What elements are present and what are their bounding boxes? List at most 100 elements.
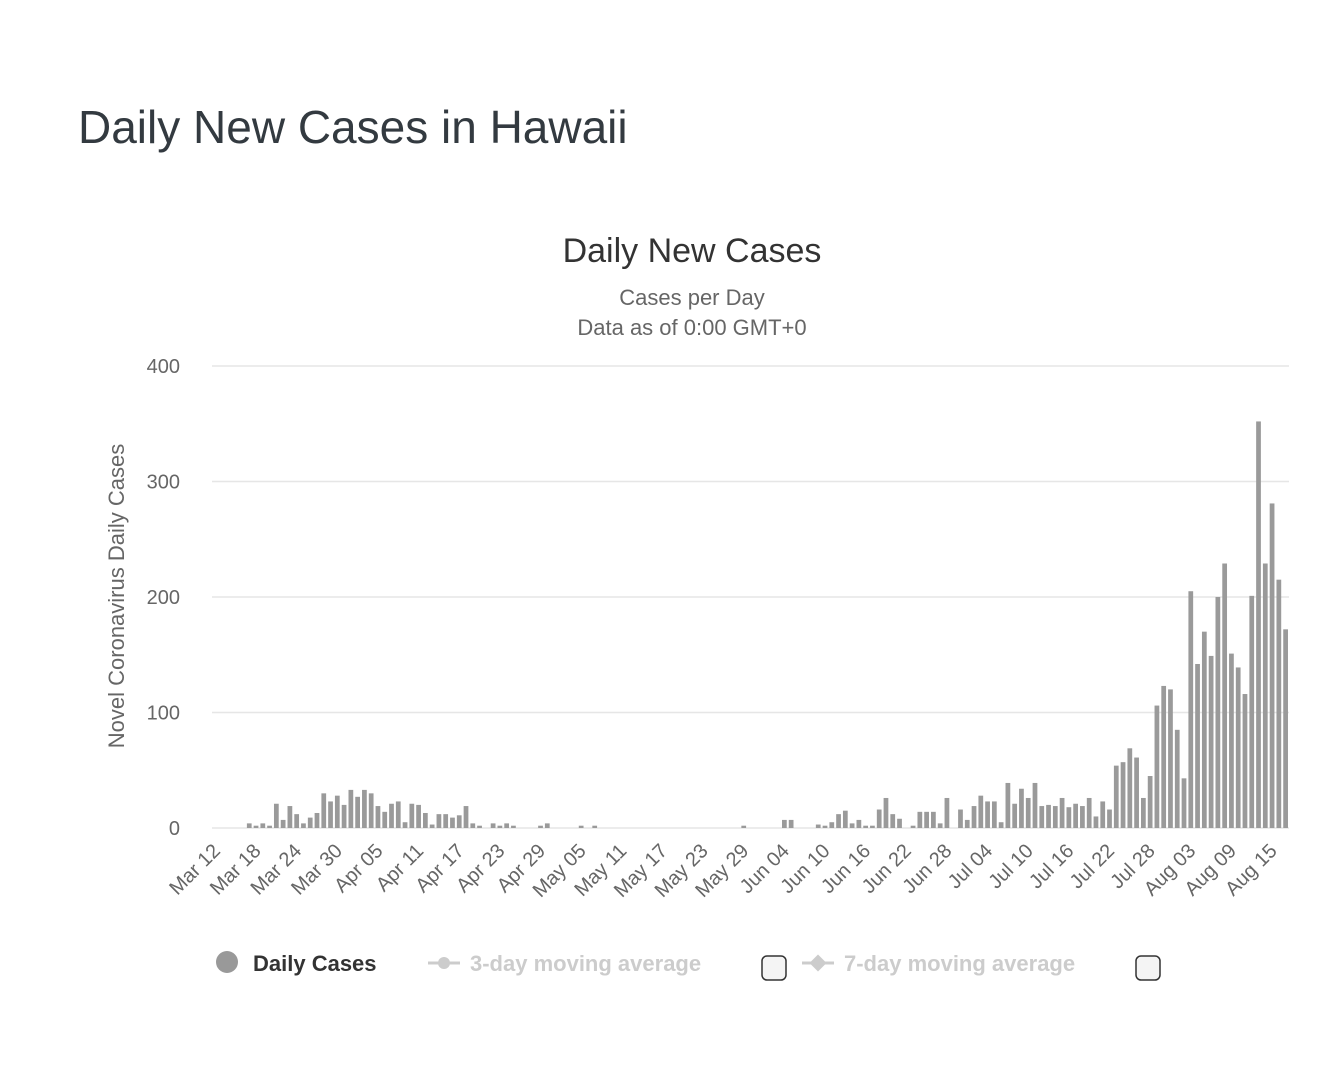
bar [544, 823, 550, 828]
bar [876, 809, 882, 828]
bar [422, 812, 428, 828]
legend-marker-daily-cases [216, 951, 238, 973]
legend-checkbox-3-day[interactable] [761, 955, 787, 981]
bar [497, 825, 503, 828]
bar [1019, 788, 1024, 828]
chart-title: Daily New Cases [563, 232, 822, 270]
bar [1147, 776, 1153, 828]
bar [1222, 563, 1228, 828]
legend-label: 3-day moving average [470, 951, 701, 976]
bar [341, 804, 347, 828]
bar [1052, 806, 1058, 828]
bar [490, 823, 496, 828]
bars-daily-cases [246, 421, 1288, 828]
bar [314, 812, 320, 828]
bar [822, 825, 828, 828]
bar [355, 796, 361, 828]
bar [416, 804, 421, 828]
bar [1215, 597, 1221, 828]
bar [368, 793, 374, 828]
bar [470, 823, 476, 828]
bar [1039, 806, 1045, 828]
bar [985, 801, 990, 828]
bar [741, 825, 747, 828]
bar [829, 822, 835, 828]
bar [592, 825, 598, 828]
y-tick-label: 400 [147, 356, 180, 378]
chart-subtitle-line-1: Cases per Day [619, 285, 765, 310]
bar [931, 811, 936, 828]
bar [450, 817, 455, 828]
bar [294, 814, 300, 828]
bar [863, 825, 869, 828]
bar [856, 819, 862, 828]
bar [538, 825, 543, 828]
bar [964, 819, 970, 828]
y-axis-ticks: 0 100 200 300 400 [147, 356, 180, 840]
bar [1127, 748, 1133, 828]
bar [910, 825, 916, 828]
bar [348, 789, 354, 828]
bar [463, 806, 469, 828]
bar [409, 803, 415, 828]
bar [781, 819, 787, 828]
legend-item-daily-cases[interactable]: Daily Cases [216, 951, 377, 976]
y-tick-label: 200 [147, 587, 180, 609]
bar [870, 825, 875, 828]
bar [1100, 801, 1106, 828]
bar [1025, 797, 1031, 828]
bar [477, 825, 482, 828]
bar [1188, 591, 1194, 828]
bar [436, 814, 442, 828]
bar [504, 823, 510, 828]
legend-item-3-day-average[interactable]: 3-day moving average [428, 951, 701, 976]
bar [362, 789, 367, 828]
bar [307, 817, 313, 828]
bar [389, 803, 394, 828]
bar [1012, 803, 1018, 828]
bar [1262, 563, 1268, 828]
bar [267, 825, 272, 828]
bar [890, 814, 896, 828]
bar [1005, 782, 1011, 828]
bar [1269, 503, 1275, 828]
bar [511, 825, 516, 828]
bar [1066, 807, 1072, 828]
y-tick-label: 100 [147, 703, 180, 725]
bar [842, 810, 848, 828]
chart-subtitle-line-2: Data as of 0:00 GMT+0 [577, 315, 806, 340]
legend-circle-marker [438, 957, 450, 969]
bar [1093, 816, 1099, 828]
bar [978, 795, 984, 828]
bar [897, 818, 902, 828]
bar [998, 822, 1004, 828]
legend-checkbox-7-day[interactable] [1135, 955, 1161, 981]
bar [815, 824, 821, 828]
bar [456, 815, 462, 828]
bar [1046, 804, 1051, 828]
bar [1201, 631, 1207, 828]
legend: Daily Cases 3-day moving average 7-day mov… [216, 951, 1161, 981]
bar [1080, 806, 1085, 828]
bar [1208, 655, 1214, 828]
bar [395, 801, 401, 828]
bar [1181, 778, 1187, 828]
bar [917, 811, 923, 828]
bar [287, 806, 293, 828]
bar [1256, 421, 1261, 828]
bar [1161, 685, 1167, 828]
x-tick-label: Jul 04 [944, 840, 997, 893]
legend-label: 7-day moving average [844, 951, 1075, 976]
bar [1134, 757, 1139, 828]
x-tick-label: Jul 22 [1066, 840, 1119, 893]
bar [1249, 595, 1255, 828]
bar [836, 814, 841, 828]
bar [1235, 667, 1241, 828]
bar [1107, 809, 1112, 828]
bar [924, 811, 929, 828]
legend-item-7-day-average[interactable]: 7-day moving average [802, 951, 1075, 976]
bar [246, 823, 252, 828]
bar [402, 822, 408, 828]
bar [375, 806, 381, 828]
